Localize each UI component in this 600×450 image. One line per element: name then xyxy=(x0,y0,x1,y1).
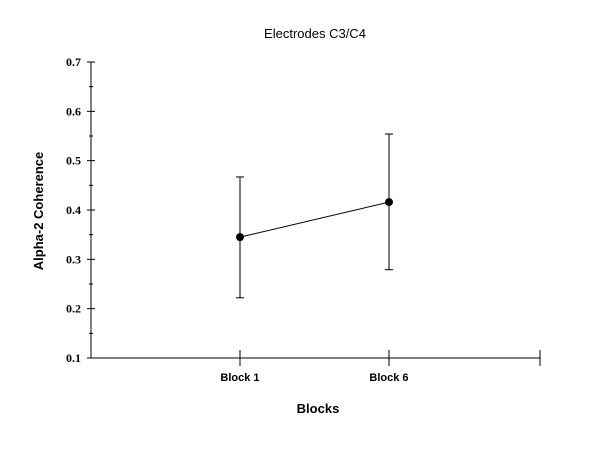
y-tick-label: 0.5 xyxy=(66,154,81,168)
y-tick-label: 0.1 xyxy=(66,351,81,365)
data-point xyxy=(236,233,244,242)
y-tick-label: 0.4 xyxy=(66,203,81,217)
y-tick-label: 0.3 xyxy=(66,252,81,266)
x-tick-label: Block 6 xyxy=(369,372,408,384)
x-axis-label: Blocks xyxy=(297,401,340,416)
x-axis-ticks: Block 1 Block 6 xyxy=(220,350,541,384)
plot-marks xyxy=(236,133,393,299)
series-line xyxy=(239,201,390,238)
y-tick-label: 0.6 xyxy=(66,104,81,118)
data-point xyxy=(385,198,393,207)
y-axis-label: Alpha-2 Coherence xyxy=(31,152,46,270)
chart-title: Electrodes C3/C4 xyxy=(264,26,366,41)
x-tick-label: Block 1 xyxy=(220,372,259,384)
y-tick-label: 0.7 xyxy=(66,55,81,69)
y-tick-label: 0.2 xyxy=(66,302,81,316)
y-axis-ticks: 0.1 0.2 0.3 0.4 0.5 0.6 0.7 xyxy=(66,55,95,365)
